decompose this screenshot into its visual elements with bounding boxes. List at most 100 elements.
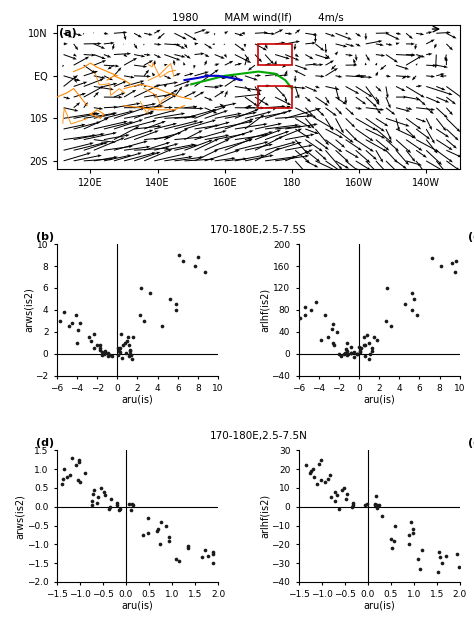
Point <box>347 348 355 358</box>
X-axis label: aru(is): aru(is) <box>364 394 395 404</box>
Point <box>328 492 335 502</box>
Point <box>101 346 109 356</box>
Point <box>157 517 165 527</box>
Point <box>108 351 115 361</box>
Point <box>405 530 413 540</box>
Point <box>88 335 95 345</box>
Point <box>88 500 96 510</box>
Point <box>72 310 80 320</box>
Point <box>126 499 133 509</box>
Point <box>318 455 325 465</box>
Point <box>98 347 106 357</box>
Point <box>318 335 325 345</box>
Point <box>76 318 84 328</box>
Point <box>65 321 73 331</box>
Point <box>344 338 351 348</box>
Point <box>210 558 217 568</box>
Point <box>58 479 66 489</box>
Point <box>93 498 101 508</box>
Point <box>60 464 68 474</box>
Point <box>89 488 97 498</box>
Point <box>312 297 320 306</box>
Point <box>360 332 368 342</box>
Point <box>74 475 82 485</box>
Point <box>428 253 436 263</box>
Point <box>117 504 124 514</box>
Point <box>98 350 105 360</box>
Point <box>353 349 360 359</box>
Point <box>113 500 121 509</box>
Point <box>324 474 332 483</box>
Point <box>129 332 137 342</box>
Point <box>366 349 374 359</box>
Text: (c): (c) <box>468 232 474 241</box>
Point <box>296 313 304 323</box>
Point <box>330 319 337 329</box>
Point <box>436 547 443 556</box>
Point <box>114 350 122 360</box>
Point <box>372 491 379 501</box>
Point <box>328 324 336 334</box>
Point <box>118 329 125 339</box>
Point <box>362 500 369 510</box>
Point <box>330 340 338 350</box>
Point <box>392 521 399 530</box>
Point <box>204 551 212 561</box>
Point <box>201 545 209 555</box>
Point <box>61 307 68 317</box>
Point <box>347 348 355 358</box>
Point <box>382 316 390 326</box>
Point <box>91 329 98 339</box>
Point <box>119 340 127 350</box>
Point <box>123 335 130 345</box>
Point <box>362 340 369 350</box>
Point <box>438 261 445 271</box>
Point <box>338 485 346 495</box>
Point <box>374 500 381 509</box>
Point <box>66 470 74 480</box>
Point <box>126 346 134 356</box>
Point <box>184 541 191 551</box>
Point <box>104 351 112 361</box>
Point <box>405 539 413 549</box>
Point <box>156 539 164 549</box>
Point <box>115 504 123 514</box>
Point <box>97 483 105 493</box>
Point <box>375 500 383 510</box>
Point <box>179 256 186 266</box>
Point <box>365 354 373 364</box>
Point <box>81 468 88 478</box>
Point <box>368 344 376 353</box>
Point <box>166 294 174 304</box>
Text: (b): (b) <box>36 232 54 241</box>
Y-axis label: arws(is2): arws(is2) <box>24 287 34 332</box>
Point <box>101 490 109 500</box>
Point <box>343 346 351 356</box>
Point <box>124 332 131 342</box>
Point <box>438 558 446 568</box>
Point <box>326 470 334 480</box>
Point <box>93 340 100 350</box>
Point <box>158 321 166 331</box>
Text: 170-180E,2.5-7.5N: 170-180E,2.5-7.5N <box>210 431 307 441</box>
Point <box>194 253 201 262</box>
Point <box>390 535 398 545</box>
Point <box>126 350 133 360</box>
Point <box>337 352 344 361</box>
Text: (d): (d) <box>36 438 54 448</box>
Point <box>401 300 409 310</box>
Point <box>129 501 137 511</box>
Point <box>434 568 441 578</box>
Point <box>321 310 329 320</box>
Point <box>344 349 351 359</box>
Point <box>409 524 417 534</box>
Point <box>307 466 314 476</box>
Text: (a): (a) <box>59 28 77 38</box>
Point <box>306 468 314 478</box>
Y-axis label: arws(is2): arws(is2) <box>15 494 25 539</box>
Text: (e): (e) <box>468 438 474 448</box>
Point <box>408 288 415 298</box>
Point <box>356 342 363 352</box>
Point <box>127 505 135 515</box>
Point <box>96 345 104 355</box>
